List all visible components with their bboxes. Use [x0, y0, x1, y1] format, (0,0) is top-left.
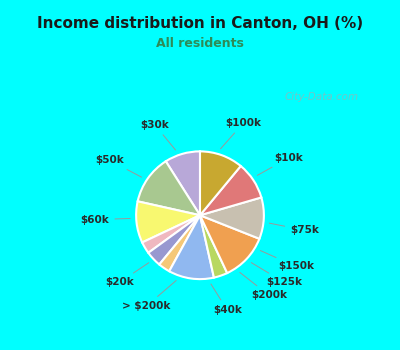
Text: $30k: $30k: [140, 120, 176, 150]
Text: $200k: $200k: [240, 272, 287, 300]
Wedge shape: [169, 215, 214, 279]
Text: Income distribution in Canton, OH (%): Income distribution in Canton, OH (%): [37, 16, 363, 31]
Wedge shape: [138, 161, 200, 215]
Text: $75k: $75k: [269, 223, 319, 235]
Wedge shape: [200, 151, 241, 215]
Text: $50k: $50k: [96, 155, 142, 177]
Text: $150k: $150k: [260, 251, 314, 271]
Wedge shape: [136, 201, 200, 243]
Wedge shape: [159, 215, 200, 271]
Text: $20k: $20k: [105, 263, 149, 287]
Text: $40k: $40k: [211, 284, 242, 315]
Text: $125k: $125k: [251, 262, 302, 287]
Text: City-Data.com: City-Data.com: [284, 92, 359, 102]
Wedge shape: [200, 197, 264, 239]
Text: All residents: All residents: [156, 37, 244, 50]
Wedge shape: [200, 215, 259, 273]
Wedge shape: [200, 166, 261, 215]
Wedge shape: [166, 151, 200, 215]
Text: $60k: $60k: [81, 215, 130, 224]
Wedge shape: [142, 215, 200, 253]
Text: $100k: $100k: [220, 118, 261, 149]
Wedge shape: [200, 215, 227, 278]
Text: > $200k: > $200k: [122, 280, 176, 311]
Text: $10k: $10k: [257, 153, 303, 175]
Wedge shape: [148, 215, 200, 265]
